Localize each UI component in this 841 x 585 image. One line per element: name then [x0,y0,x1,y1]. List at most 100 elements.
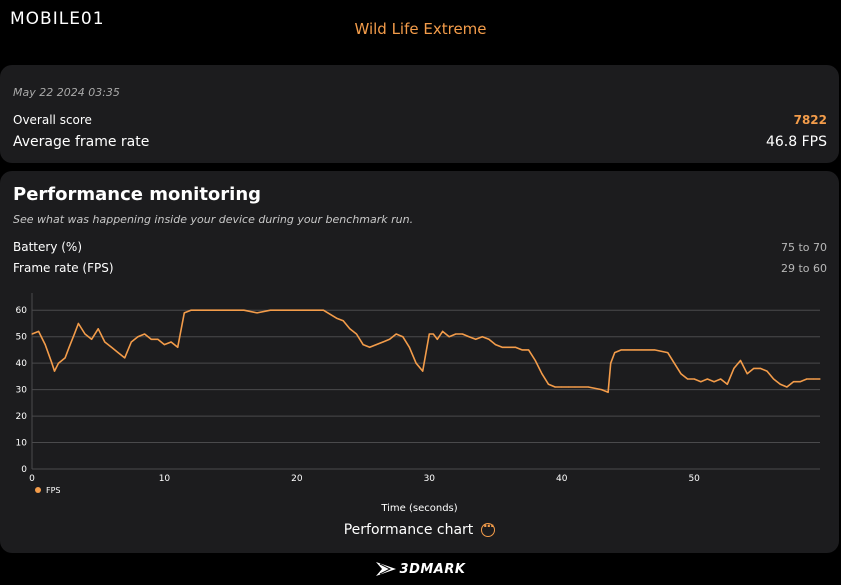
fps-data-point [349,328,351,330]
fps-data-point [190,309,192,311]
fps-data-point [90,338,93,340]
fps-data-point [283,309,285,311]
fps-data-point [633,349,636,351]
3dmark-logo-icon [375,562,396,576]
fps-data-point [779,383,781,385]
performance-title: Performance monitoring [13,184,262,205]
fps-data-point [468,336,470,338]
fps-data-point [475,338,477,340]
fps-data-point [117,351,119,354]
performance-subtitle: See what was happening inside your devic… [13,213,414,226]
fps-data-point [408,346,411,348]
x-tick-label: 20 [291,474,303,484]
fps-data-point [68,346,70,348]
summary-card: May 22 2024 03:35 Overall score 7822 Ave… [0,65,839,163]
fps-data-point [428,333,430,335]
fps-data-point [733,367,735,370]
fps-data-point [369,346,371,348]
fps-data-point [494,344,497,346]
fps-data-point [432,333,434,335]
x-tick-label: 30 [424,474,436,484]
fps-data-point [554,386,556,388]
footer-brand: 3DMARK [0,560,841,578]
fps-data-point [521,349,523,351]
y-tick-label: 60 [16,306,28,316]
fps-data-point [322,309,324,311]
fps-data-point [110,346,113,348]
fps-data-point [607,391,609,393]
fps-data-point [64,357,66,359]
fps-data-point [203,309,205,311]
fps-data-point [792,381,795,383]
brand-name: 3DMARK [399,561,466,577]
fps-data-point [640,349,642,351]
fps-data-point [753,367,755,370]
overall-score-label: Overall score [13,113,92,127]
fps-data-point [97,328,99,330]
fps-data-point [799,381,801,383]
fps-data-point [541,373,543,375]
fps-data-point [600,389,603,391]
fps-data-point [587,386,589,388]
fps-data-point [436,338,438,340]
fps-data-point [230,309,232,311]
fps-data-point [620,349,622,351]
fps-data-point [481,336,483,338]
fps-data-point [163,344,166,346]
fps-data-point [53,370,56,372]
fps-data-point [44,344,46,346]
fps-data-point [700,381,702,383]
fps-data-point [57,362,60,364]
fps-data-point [766,370,768,372]
fps-data-point [38,330,40,332]
battery-value: 75 to 70 [780,241,827,254]
average-frame-rate-value: 46.8 FPS [765,134,827,150]
logo-text: MOBILE01 [10,9,105,29]
fps-data-point [309,309,311,311]
more-options-icon[interactable] [481,519,496,537]
y-tick-label: 50 [16,333,28,343]
overall-score-value: 7822 [793,113,827,127]
fps-data-point [170,341,172,343]
fps-data-point [355,333,358,335]
y-tick-label: 40 [16,359,28,369]
x-tick-label: 40 [556,474,568,484]
framerate-label: Frame rate (FPS) [13,261,114,275]
fps-data-point [561,386,563,388]
fps-data-point [720,378,722,380]
fps-data-point [31,333,33,335]
legend-swatch [35,487,41,493]
fps-data-point [713,381,715,383]
fps-data-point [686,378,689,380]
fps-data-point [336,317,338,319]
framerate-value: 29 to 60 [780,262,827,275]
fps-data-point [610,362,612,364]
fps-data-point [157,338,159,340]
fps-data-point [415,362,417,364]
fps-data-point [130,341,132,343]
x-axis-label: Time (seconds) [381,503,458,514]
fps-data-point [73,333,75,335]
performance-chart-button[interactable]: Performance chart [0,519,839,538]
fps-data-point [216,309,219,311]
legend-label: FPS [46,486,61,495]
battery-label: Battery (%) [13,240,82,254]
fps-data-point [77,322,79,325]
fps-series-line [31,309,820,394]
fps-data-point [395,333,397,335]
fps-data-point [627,349,629,351]
fps-data-point [461,333,464,335]
fps-data-point [104,341,106,343]
fps-data-point [177,346,179,348]
fps-data-point [567,386,569,388]
y-tick-label: 0 [21,465,27,475]
fps-data-point [488,338,490,340]
fps-data-point [150,338,152,340]
fps-data-point [455,333,457,335]
fps-data-point [256,312,258,314]
fps-data-point [388,338,391,340]
run-date: May 22 2024 03:35 [13,86,120,99]
fps-data-point [759,367,762,370]
fps-data-point [183,312,185,314]
fps-data-point [448,336,450,338]
